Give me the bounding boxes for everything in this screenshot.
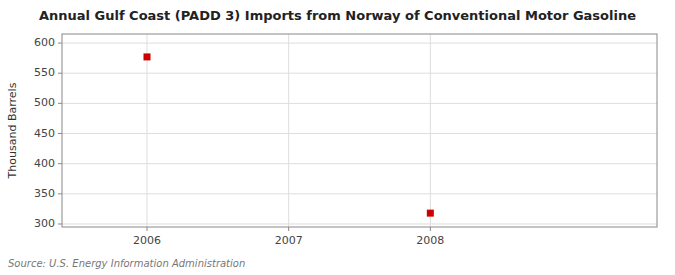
source-annotation: Source: U.S. Energy Information Administ… <box>8 258 245 269</box>
data-point <box>427 210 434 217</box>
x-grid-line <box>147 34 148 227</box>
grid <box>62 34 657 227</box>
y-tick-label: 450 <box>34 127 55 140</box>
data-point <box>144 53 151 60</box>
x-grid-line <box>288 34 289 227</box>
x-tick <box>147 227 148 231</box>
x-tick-label: 2006 <box>133 234 161 247</box>
y-tick-label: 350 <box>34 187 55 200</box>
plot-frame <box>62 34 657 227</box>
y-tick-label: 600 <box>34 36 55 49</box>
chart-svg: 300 350 400 450 500 550 600 2006 2007 2008 Thousan… <box>0 0 675 275</box>
y-grid-line <box>62 103 657 104</box>
y-tick-label: 500 <box>34 96 55 109</box>
y-tick <box>58 103 62 104</box>
y-tick <box>58 193 62 194</box>
y-grid-line <box>62 163 657 164</box>
y-grid-line <box>62 133 657 134</box>
points <box>144 53 434 216</box>
y-tick-label: 550 <box>34 66 55 79</box>
y-tick <box>58 223 62 224</box>
y-grid-line <box>62 43 657 44</box>
y-tick <box>58 163 62 164</box>
y-grid-line <box>62 223 657 224</box>
chart-container: 300 350 400 450 500 550 600 2006 2007 2008 Thousan… <box>0 0 675 275</box>
chart-title: Annual Gulf Coast (PADD 3) Imports from … <box>39 8 636 23</box>
y-tick <box>58 133 62 134</box>
y-tick-label: 300 <box>34 217 55 230</box>
y-axis-label: Thousand Barrels <box>6 82 19 179</box>
y-tick <box>58 43 62 44</box>
y-tick-label: 400 <box>34 157 55 170</box>
y-tick <box>58 73 62 74</box>
x-tick-label: 2007 <box>275 234 303 247</box>
x-tick <box>430 227 431 231</box>
axes: 300 350 400 450 500 550 600 2006 2007 2008 <box>34 36 444 247</box>
x-tick <box>288 227 289 231</box>
x-grid-line <box>430 34 431 227</box>
y-grid-line <box>62 73 657 74</box>
y-grid-line <box>62 193 657 194</box>
x-tick-label: 2008 <box>416 234 444 247</box>
